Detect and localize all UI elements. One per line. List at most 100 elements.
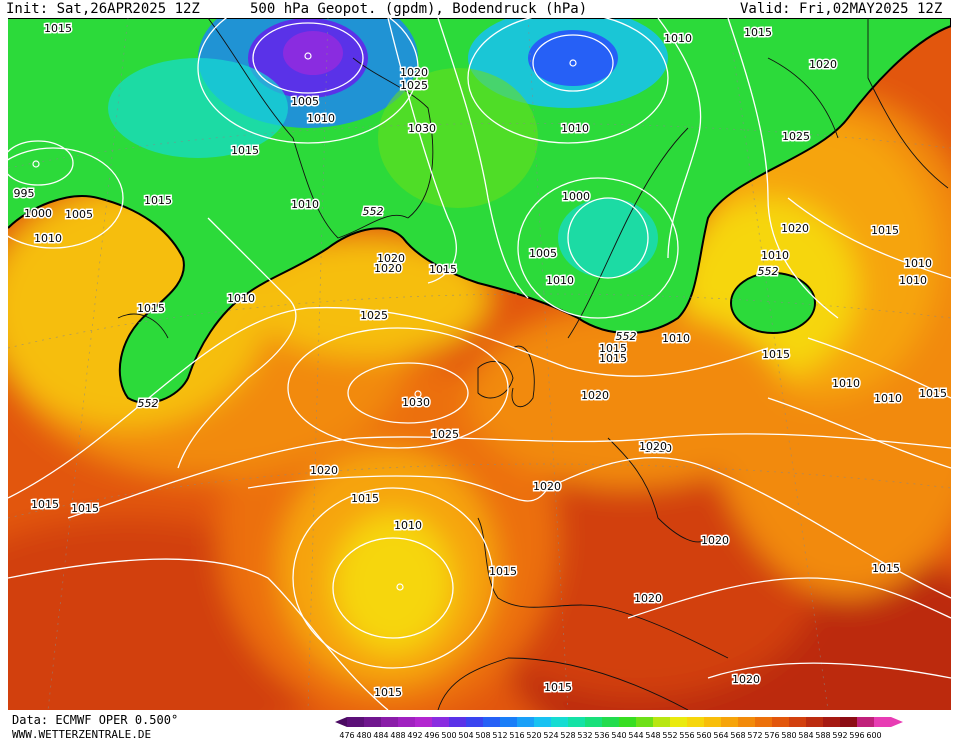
legend-tick-label: 564 [713,731,728,740]
legend-tick-label: 568 [730,731,745,740]
legend-swatch [619,717,636,727]
isobar-labels: 1015100510101015102010251030101010101015… [12,21,949,701]
isobar-label: 1015 [44,22,72,35]
weather-map-canvas: 1015100510101015102010251030101010101015… [8,18,951,710]
isobar-label: 1015 [71,502,99,515]
isobar-label: 1020 [781,222,809,235]
legend-tick-label: 524 [543,731,558,740]
legend-swatch [364,717,381,727]
isobar-label: 1010 [874,392,902,405]
legend-tick-label: 576 [764,731,779,740]
legend-tick-label: 596 [849,731,864,740]
legend-tick-label: 540 [611,731,626,740]
map-header: Init: Sat,26APR2025 12Z 500 hPa Geopot. … [0,0,959,18]
legend-tick-label: 580 [781,731,796,740]
legend-tick-label: 492 [407,731,422,740]
legend-tick-label: 528 [560,731,575,740]
legend-tick-label: 480 [356,731,371,740]
pressure-center-marker [304,52,312,60]
isobar-label: 1020 [634,592,662,605]
isobar-label: 1005 [65,208,93,221]
coastlines [117,18,949,710]
legend-swatch [704,717,721,727]
legend-tick-label: 556 [679,731,694,740]
isobar-label: 1020 [374,262,402,275]
legend-swatch [500,717,517,727]
isobar-label: 1015 [31,498,59,511]
isobar-label: 1015 [137,302,165,315]
isobar-label: 1010 [662,332,690,345]
legend-swatch [636,717,653,727]
isobar-label: 1025 [360,309,388,322]
isobar-label: 1015 [599,352,627,365]
isobar-label: 1010 [34,232,62,245]
isobar-label: 1010 [291,198,319,211]
legend-swatch [534,717,551,727]
isobar-label: 1015 [374,686,402,699]
isobars [8,18,951,710]
isobar-label: 1015 [872,562,900,575]
pressure-center-marker [414,390,422,398]
isobar-label: 1030 [408,122,436,135]
legend-swatch [551,717,568,727]
pressure-center-marker [32,160,40,168]
isobar-label: 1015 [351,492,379,505]
isobar-label: 1020 [310,464,338,477]
isobar-label: 995 [14,187,35,200]
isobar-label: 1020 [732,673,760,686]
legend-tick-label: 552 [662,731,677,740]
legend-arrow-high [891,717,903,727]
isobar-label: 1020 [377,252,405,265]
contour-552-label: 552 [138,397,159,410]
isobar-label: 1010 [664,32,692,45]
isobar-label: 1015 [231,144,259,157]
legend-tick-label: 516 [509,731,524,740]
website-label: WWW.WETTERZENTRALE.DE [12,728,152,741]
isobar-label: 1020 [581,389,609,402]
isobar-label: 1015 [144,194,172,207]
isobar-label: 1010 [394,519,422,532]
legend-tick-label: 544 [628,731,643,740]
isobar-label: 1005 [529,247,557,260]
contour-552-labels: 552 552 552 552 [136,204,780,412]
isobar-label: 1000 [24,207,52,220]
pressure-center-marker [569,59,577,67]
legend-tick-label: 496 [424,731,439,740]
isobar-label: 1015 [489,565,517,578]
pressure-centers [32,52,577,591]
legend-tick-label: 588 [815,731,830,740]
legend-swatch [398,717,415,727]
legend-swatch [755,717,772,727]
isobar-label: 1010 [761,249,789,262]
legend-tick-label: 504 [458,731,473,740]
isobar-label: 1015 [871,224,899,237]
isobar-label: 1020 [701,534,729,547]
legend-tick-label: 572 [747,731,762,740]
isobar-label: 1030 [402,396,430,409]
legend-tick-label: 548 [645,731,660,740]
legend-swatch [653,717,670,727]
isobar-label: 1020 [639,440,667,453]
legend-tick-label: 600 [866,731,881,740]
legend-tick-label: 476 [339,731,354,740]
isobar-label: 1025 [400,79,428,92]
legend-swatch [585,717,602,727]
legend-tick-label: 512 [492,731,507,740]
isobar-label: 1000 [562,190,590,203]
isobar-label: 1015 [429,263,457,276]
isobar-label: 1005 [291,95,319,108]
valid-time-label: Valid: Fri,02MAY2025 12Z [740,1,943,17]
legend-tick-label: 536 [594,731,609,740]
isobar-label: 1015 [919,387,947,400]
legend-tick-label: 508 [475,731,490,740]
legend-arrow-low [335,717,347,727]
cold-air-region [8,18,951,404]
legend-swatch [466,717,483,727]
legend-swatch [857,717,874,727]
legend-tick-label: 592 [832,731,847,740]
legend-tick-label: 584 [798,731,813,740]
isobar-label: 1015 [599,342,627,355]
color-legend: 476 480 484 488 492 496 500 504 508 512 516 520 524 5… [335,717,903,740]
isobar-label: 1010 [546,274,574,287]
legend-swatch [381,717,398,727]
